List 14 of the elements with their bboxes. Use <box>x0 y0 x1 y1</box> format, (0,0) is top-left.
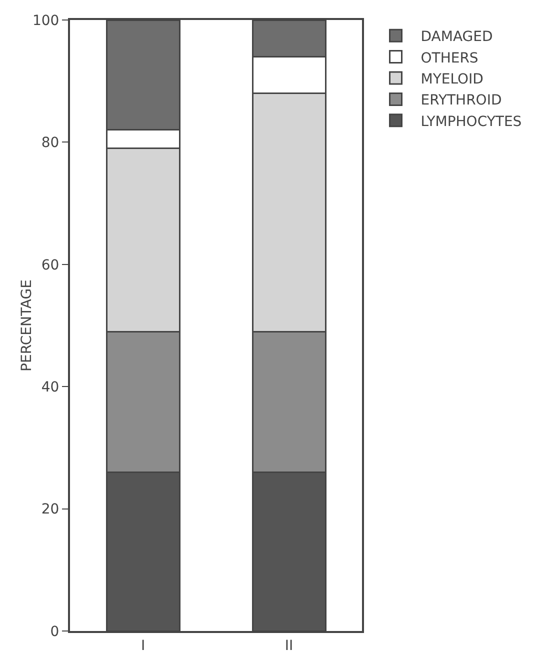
y-tick-label: 100 <box>32 12 60 29</box>
x-tick-label: II <box>284 638 294 654</box>
x-tick-label: I <box>140 638 146 654</box>
y-tick-label: 60 <box>41 257 60 274</box>
legend-label: ERYTHROID <box>420 92 502 109</box>
y-tick-label: 20 <box>41 502 60 518</box>
y-axis-title: PERCENTAGE <box>19 280 35 372</box>
y-tick-label: 40 <box>41 380 60 396</box>
legend-label: MYELOID <box>420 71 484 88</box>
y-tick-label: 0 <box>50 624 60 640</box>
y-tick-label: 80 <box>41 135 60 152</box>
legend-label: OTHERS <box>420 50 478 66</box>
legend-label: DAMAGED <box>420 29 493 46</box>
legend-label: LYMPHOCYTES <box>420 114 522 130</box>
